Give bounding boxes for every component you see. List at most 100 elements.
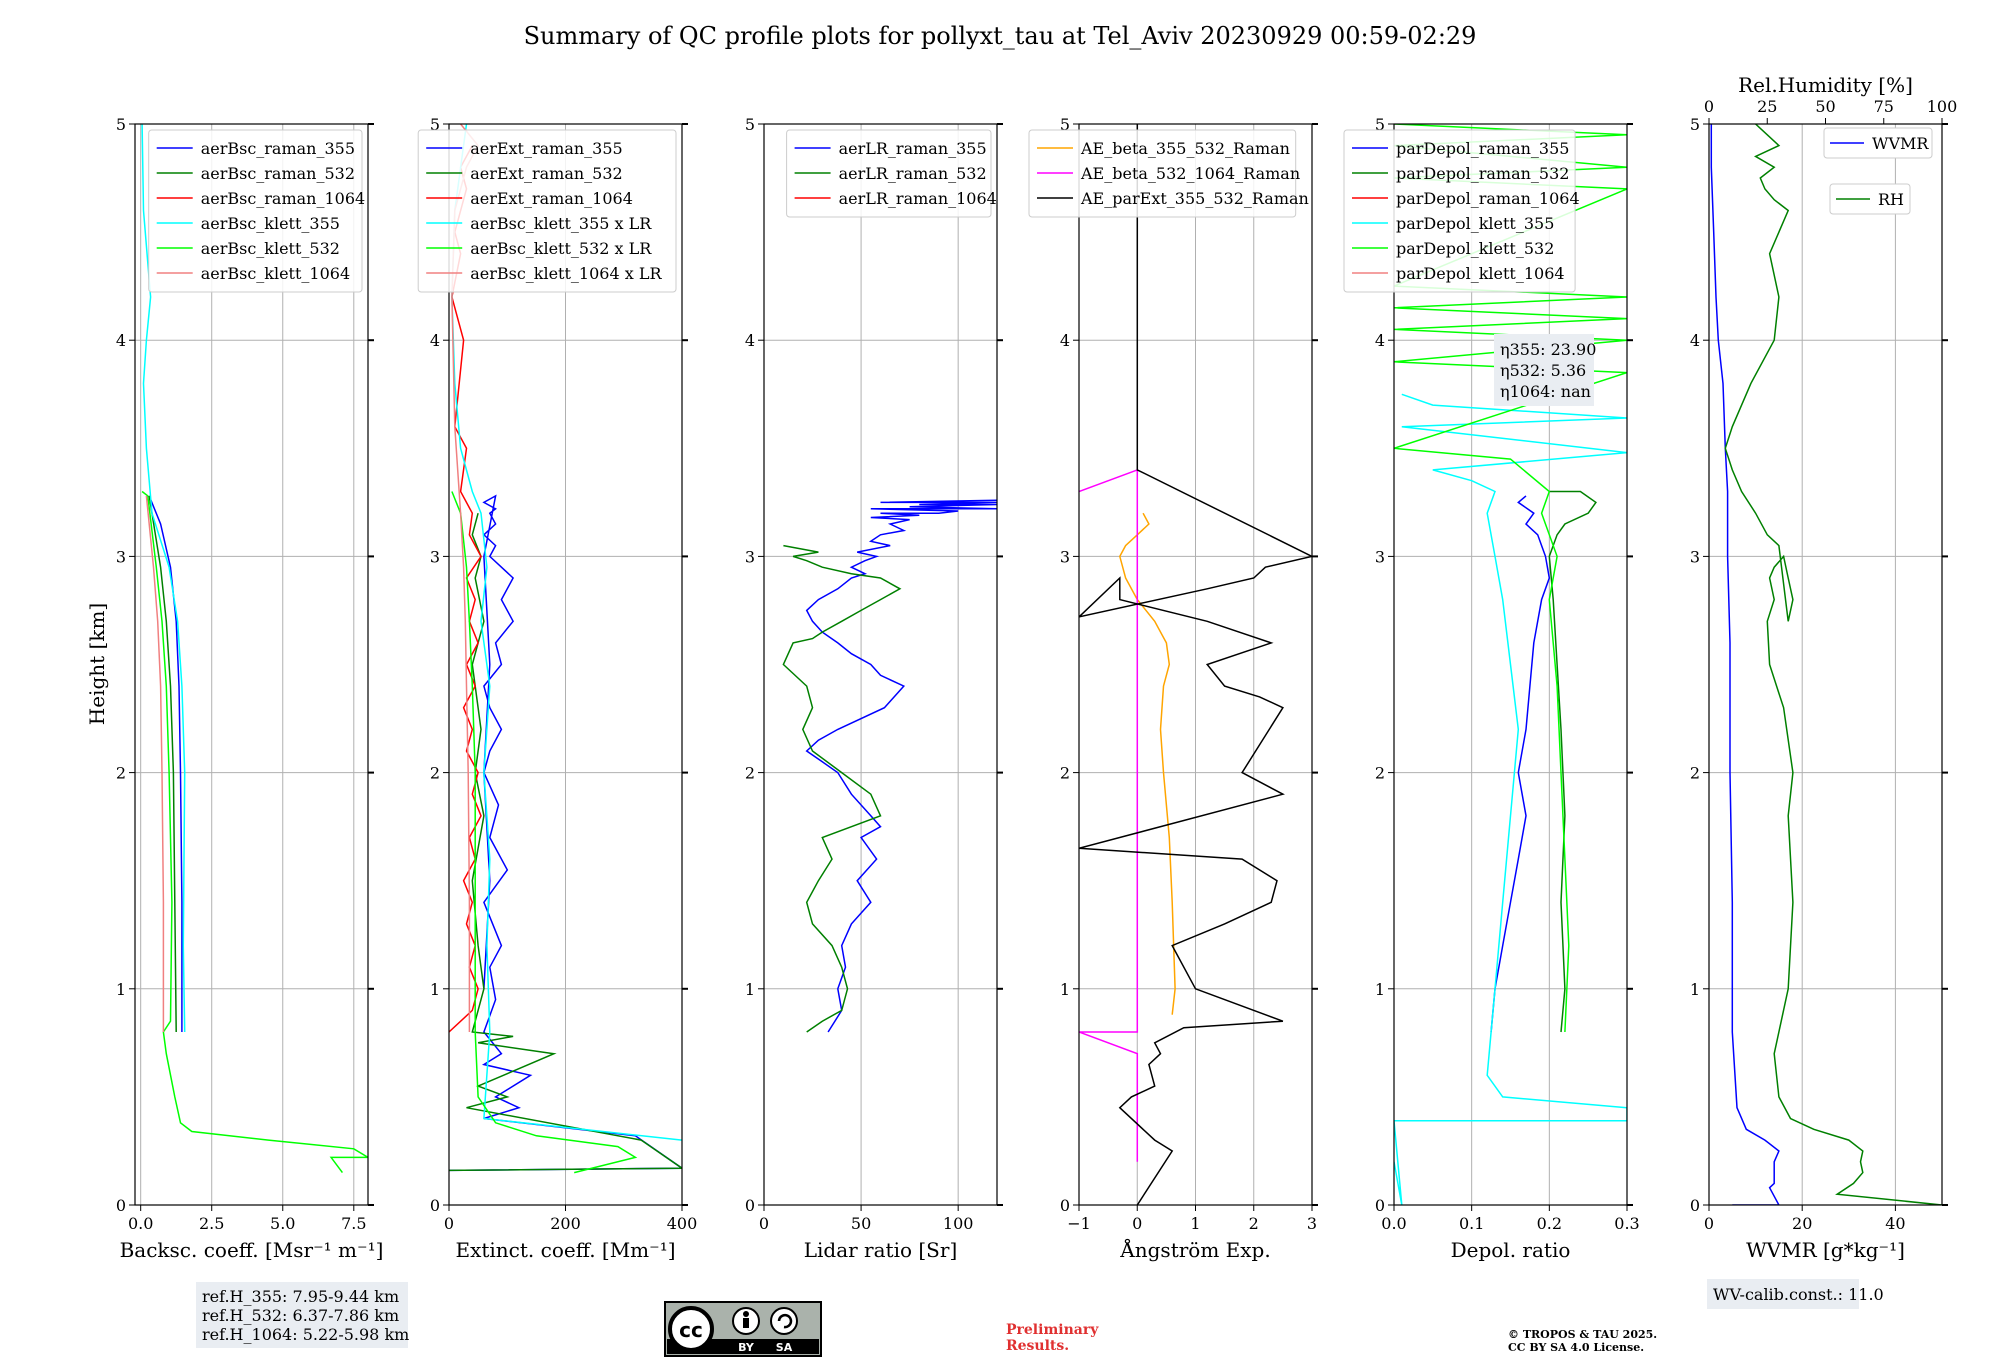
x2-tick-label: 50 xyxy=(1815,97,1835,116)
eta-annotation-line: η532: 5.36 xyxy=(1500,361,1586,380)
x-tick-label: 0.2 xyxy=(1537,1214,1562,1233)
wv-calib-box xyxy=(1707,1279,1859,1309)
series-aerBsc_klett_532 xyxy=(141,490,368,1174)
cc-by-label: BY xyxy=(738,1341,755,1354)
series-aerLR_raman_355 xyxy=(805,499,997,1033)
y-tick-label: 4 xyxy=(430,331,440,350)
y-tick-label: 4 xyxy=(1690,331,1700,350)
x2-tick-label: 25 xyxy=(1757,97,1777,116)
legend-label: aerBsc_klett_355 xyxy=(201,214,340,233)
x-tick-label: 20 xyxy=(1792,1214,1812,1233)
series-aerExt_raman_355 xyxy=(449,494,682,1172)
copyright-line-1: © TROPOS & TAU 2025. xyxy=(1508,1328,1657,1341)
x-axis-label: WVMR [g*kg⁻¹] xyxy=(1746,1238,1905,1262)
x-tick-label: 0.3 xyxy=(1614,1214,1639,1233)
x-tick-label: 100 xyxy=(943,1214,974,1233)
legend-box xyxy=(148,129,363,293)
series-RH xyxy=(1724,124,1942,1205)
series-AE_parExt_355_532_Raman xyxy=(1079,124,1312,1205)
y-tick-label: 2 xyxy=(1690,764,1700,783)
series-parDepol_klett_532 xyxy=(1394,124,1627,1033)
x-tick-label: 0.0 xyxy=(128,1214,153,1233)
x-tick-label: 7.5 xyxy=(341,1214,366,1233)
legend-box xyxy=(786,129,992,218)
legend-label: parDepol_klett_355 xyxy=(1396,214,1554,233)
series-group xyxy=(141,124,368,1174)
y-tick-label: 4 xyxy=(116,331,126,350)
x-axis-label: Ångström Exp. xyxy=(1119,1237,1270,1262)
x2-tick-label: 0 xyxy=(1704,97,1714,116)
series-aerBsc_raman_355 xyxy=(148,495,183,1032)
plot-frame xyxy=(1708,123,1943,1206)
x-tick-label: 0 xyxy=(444,1214,454,1233)
y-tick-label: 3 xyxy=(1060,547,1070,566)
x-axis-label: Lidar ratio [Sr] xyxy=(804,1238,958,1262)
y-tick-label: 1 xyxy=(745,980,755,999)
figure-title: Summary of QC profile plots for pollyxt_… xyxy=(524,22,1477,50)
legend-label: aerBsc_raman_355 xyxy=(201,139,355,158)
x-tick-label: 50 xyxy=(851,1214,871,1233)
x2-axis-label: Rel.Humidity [%] xyxy=(1738,73,1913,97)
y-axis-label: Height [km] xyxy=(85,603,109,725)
x-axis-label: Backsc. coeff. [Msr⁻¹ m⁻¹] xyxy=(120,1238,384,1262)
y-tick-label: 0 xyxy=(1060,1196,1070,1215)
cc-logo-glyph-icon: cc xyxy=(679,1318,703,1342)
series-aerBsc_klett_1064 xyxy=(145,495,165,1032)
legend-label: WVMR xyxy=(1872,134,1929,153)
series-parDepol_raman_532 xyxy=(1548,490,1597,1033)
x-tick-label: 0.0 xyxy=(1381,1214,1406,1233)
cc-logo-icon xyxy=(668,1306,714,1352)
y-tick-label: 2 xyxy=(745,764,755,783)
y-tick-label: 2 xyxy=(1375,764,1385,783)
panel-depol: 0.0 0.1 0.2 0.3 0 1 2 3 4 5 Depol. ratio parDepol_r… xyxy=(1343,115,1640,1262)
eta-annotation-box xyxy=(1494,334,1594,406)
x-tick-label: 0 xyxy=(759,1214,769,1233)
wv-calib-label: WV-calib.const.: 11.0 xyxy=(1713,1285,1884,1304)
series-aerLR_raman_532 xyxy=(782,544,902,1033)
x-tick-label: 5.0 xyxy=(270,1214,295,1233)
legend-label: parDepol_klett_1064 xyxy=(1396,264,1565,283)
eta-annotation-line: η355: 23.90 xyxy=(1500,340,1596,359)
x-tick-label: 1 xyxy=(1190,1214,1200,1233)
legend-box xyxy=(1823,127,1933,159)
legend-label: parDepol_raman_355 xyxy=(1396,139,1569,158)
series-WVMR xyxy=(1710,124,1780,1205)
panel-lidar_ratio: 0 50 100 0 1 2 3 4 5 Lidar ratio [Sr] aerLR_raman_… xyxy=(745,115,1003,1262)
y-tick-label: 3 xyxy=(1690,547,1700,566)
ref-heights-background xyxy=(196,1282,408,1348)
y-tick-label: 3 xyxy=(1375,547,1385,566)
plot-frame xyxy=(134,123,369,1206)
x2-tick-label: 100 xyxy=(1927,97,1958,116)
legend-label: parDepol_raman_532 xyxy=(1396,164,1569,183)
ref-height-532: ref.H_532: 6.37-7.86 km xyxy=(202,1306,399,1325)
ref-height-355: ref.H_355: 7.95-9.44 km xyxy=(202,1287,399,1306)
series-group xyxy=(782,499,997,1033)
legend-label: aerExt_raman_355 xyxy=(470,139,623,158)
legend-label: aerExt_raman_1064 xyxy=(470,189,633,208)
y-tick-label: 1 xyxy=(430,980,440,999)
x-tick-label: 200 xyxy=(550,1214,581,1233)
series-aerBsc_raman_532 xyxy=(148,495,177,1033)
panel-backscatter: 0.0 2.5 5.0 7.5 0 1 2 3 4 5 Backsc. coeff. [Msr⁻¹ … xyxy=(116,115,384,1262)
y-tick-label: 0 xyxy=(116,1196,126,1215)
y-tick-label: 5 xyxy=(1060,115,1070,134)
plot-frame xyxy=(763,123,998,1206)
x-axis-label: Extinct. coeff. [Mm⁻¹] xyxy=(455,1238,675,1262)
y-tick-label: 5 xyxy=(430,115,440,134)
y-tick-label: 3 xyxy=(116,547,126,566)
y-tick-label: 1 xyxy=(1375,980,1385,999)
y-tick-label: 5 xyxy=(745,115,755,134)
x-tick-label: 400 xyxy=(667,1214,698,1233)
y-tick-label: 5 xyxy=(1375,115,1385,134)
legend-label: aerBsc_klett_1064 x LR xyxy=(470,264,662,283)
series-AE_beta_532_1064_Raman xyxy=(1079,468,1139,1162)
legend-label: parDepol_raman_1064 xyxy=(1396,189,1580,208)
legend-box xyxy=(1028,129,1297,218)
panels: 0.0 2.5 5.0 7.5 0 1 2 3 4 5 Backsc. coeff. [Msr⁻¹ … xyxy=(116,73,1957,1309)
series-aerExt_raman_532 xyxy=(449,513,682,1172)
y-tick-label: 0 xyxy=(745,1196,755,1215)
y-tick-label: 0 xyxy=(1690,1196,1700,1215)
x-tick-label: 0.1 xyxy=(1459,1214,1484,1233)
legend-label: aerLR_raman_532 xyxy=(839,164,987,183)
